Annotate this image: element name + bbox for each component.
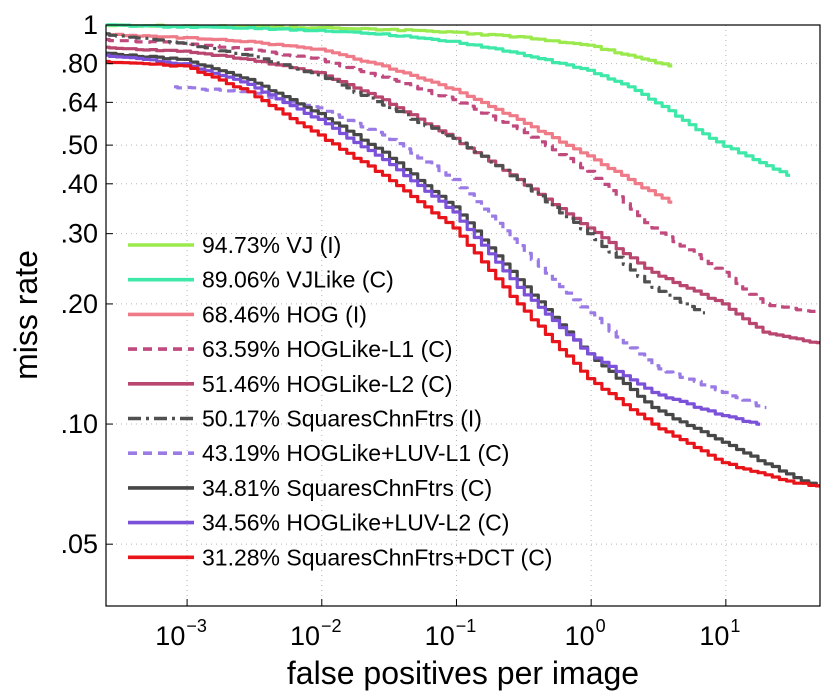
legend: 94.73% VJ (I) 89.06% VJLike (C) 68.46% HOG… xyxy=(128,232,552,570)
y-tick-label: .30 xyxy=(60,219,98,249)
series-line-6 xyxy=(106,32,705,315)
y-tick-label: .80 xyxy=(60,49,98,79)
legend-label: 94.73% VJ (I) xyxy=(202,232,341,258)
y-tick-label: .64 xyxy=(60,87,98,117)
y-tick-label: .10 xyxy=(60,409,98,439)
series-line-3 xyxy=(106,32,673,204)
series-line-2 xyxy=(106,23,791,177)
grid xyxy=(106,25,820,606)
y-axis-title: miss rate xyxy=(8,250,44,380)
series-line-7 xyxy=(174,85,767,410)
legend-label: 89.06% VJLike (C) xyxy=(202,267,394,293)
legend-label: 31.28% SquaresChnFtrs+DCT (C) xyxy=(202,544,552,570)
x-tick-label: 101 xyxy=(699,616,740,651)
legend-label: 51.46% HOGLike-L2 (C) xyxy=(202,371,453,397)
legend-label: 50.17% SquaresChnFtrs (I) xyxy=(202,406,482,432)
x-tick-label: 100 xyxy=(565,616,606,651)
y-tick-label: .20 xyxy=(60,289,98,319)
series-line-10 xyxy=(106,59,820,488)
legend-label: 63.59% HOGLike-L1 (C) xyxy=(202,336,453,362)
x-axis-title: false positives per image xyxy=(287,655,639,691)
x-tick-label: 10−1 xyxy=(425,616,477,651)
plot-frame xyxy=(105,24,821,607)
legend-label: 68.46% HOG (I) xyxy=(202,301,367,327)
legend-label: 34.56% HOGLike+LUV-L2 (C) xyxy=(202,510,509,536)
x-tick-label: 10−2 xyxy=(290,616,342,651)
axis-ticks: 10−3 10−2 10−1 100 101 1 .80 .64 .50 .40 .30 .20 .10… xyxy=(60,10,740,651)
y-tick-label: .05 xyxy=(60,529,98,559)
y-tick-label: 1 xyxy=(83,10,98,40)
y-tick-label: .40 xyxy=(60,169,98,199)
y-tick-label: .50 xyxy=(60,130,98,160)
legend-label: 34.81% SquaresChnFtrs (C) xyxy=(202,475,492,501)
series-line-9 xyxy=(106,53,761,426)
x-tick-label: 10−3 xyxy=(155,616,207,651)
legend-label: 43.19% HOGLike+LUV-L1 (C) xyxy=(202,440,509,466)
series-lines xyxy=(106,23,820,488)
